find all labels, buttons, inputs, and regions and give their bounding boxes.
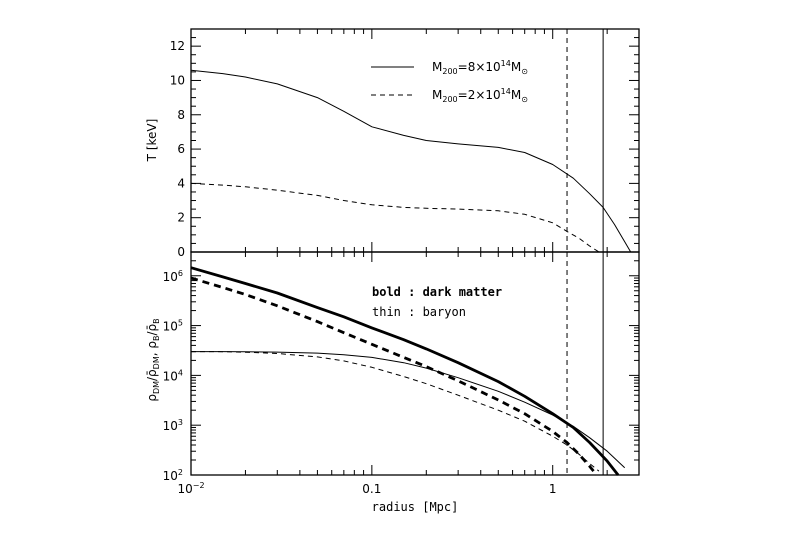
series-line-solid-bold xyxy=(190,266,620,476)
svg-text:ρDM/ρ̄DM, ρB/ρ̄B: ρDM/ρ̄DM, ρB/ρ̄B xyxy=(145,318,161,401)
series-line-solid xyxy=(190,69,632,253)
tick-labels: 0 2 4 6 8 10 12 102 103 104 105 106 10−2 0.1 1 xyxy=(163,39,557,496)
bottom-y-tick-label: 103 xyxy=(163,418,183,433)
bottom-y-tick-label: 104 xyxy=(163,368,183,383)
top-panel-frame xyxy=(190,28,640,253)
annotation-bold: bold : dark matter xyxy=(372,285,502,299)
series-line-solid xyxy=(191,351,626,469)
top-y-tick-label: 0 xyxy=(177,245,185,259)
top-axis-ticks xyxy=(190,28,640,253)
series-line-dashed xyxy=(190,182,600,253)
top-y-tick-label: 2 xyxy=(177,211,185,225)
bottom-panel-frame xyxy=(190,251,640,476)
bottom-series-group xyxy=(190,266,626,476)
series-line-dashed xyxy=(190,351,600,472)
bottom-y-axis-label: ρDM/ρ̄DM, ρB/ρ̄B xyxy=(145,318,161,401)
top-y-axis-label: T [keV] xyxy=(145,119,159,163)
legend: M200=8×1014M⊙ M200=2×1014M⊙ xyxy=(371,59,528,104)
x-tick-label: 0.1 xyxy=(362,482,381,496)
top-y-tick-label: 8 xyxy=(177,108,185,122)
bottom-y-tick-label: 102 xyxy=(163,468,183,483)
top-y-tick-label: 6 xyxy=(177,142,185,156)
bottom-vertical-lines xyxy=(566,252,604,475)
bottom-y-tick-label: 105 xyxy=(163,319,183,334)
top-y-tick-label: 10 xyxy=(170,73,185,87)
x-axis-label: radius [Mpc] xyxy=(372,500,459,514)
bottom-y-tick-label: 106 xyxy=(163,269,183,284)
x-tick-label: 10−2 xyxy=(177,481,204,496)
annotation-thin: thin : baryon xyxy=(372,305,466,319)
legend-label-solid: M200=8×1014M⊙ xyxy=(432,59,528,76)
top-vertical-lines xyxy=(566,29,604,252)
top-series-group xyxy=(190,69,632,253)
top-y-tick-label: 4 xyxy=(177,176,185,190)
legend-label-dashed: M200=2×1014M⊙ xyxy=(432,87,528,104)
top-y-tick-label: 12 xyxy=(170,39,185,53)
x-tick-label: 1 xyxy=(549,482,557,496)
bottom-axis-ticks xyxy=(190,251,640,476)
